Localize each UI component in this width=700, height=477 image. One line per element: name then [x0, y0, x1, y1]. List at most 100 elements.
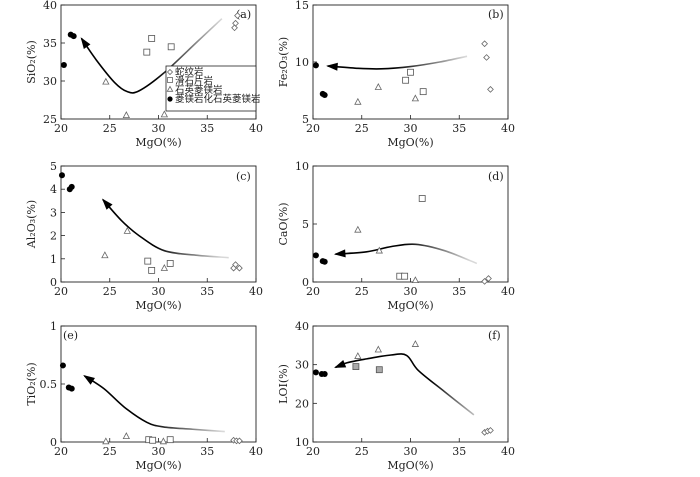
- data-point-altered-quartz-magnesite: [321, 92, 328, 99]
- plot-frame: [60, 165, 257, 283]
- data-point-talc-schist: [401, 272, 409, 280]
- data-point-altered-quartz-magnesite: [312, 369, 319, 376]
- legend-label: 滑石片岩: [175, 75, 213, 87]
- trend-arrow-line: [335, 353, 475, 416]
- y-axis-title: SiO₂(%): [25, 40, 38, 84]
- y-tick-label: 4: [50, 183, 57, 196]
- x-tick-label: 20: [306, 445, 320, 458]
- data-point-serpentinite: [485, 275, 492, 282]
- panel-label: (c): [236, 170, 251, 183]
- x-tick-label: 25: [355, 122, 369, 135]
- panel-label: (e): [63, 329, 78, 342]
- data-point-talc-schist: [149, 436, 157, 444]
- x-tick-label: 40: [501, 285, 515, 298]
- data-point-quartz-magnesite: [354, 352, 362, 359]
- panel-label: (a): [236, 8, 251, 21]
- data-point-serpentinite: [481, 40, 488, 48]
- data-point-talc-schist: [167, 43, 175, 51]
- data-point-quartz-magnesite: [411, 276, 420, 284]
- x-axis-title: MgO(%): [387, 299, 433, 312]
- data-point-quartz-magnesite: [411, 94, 420, 102]
- y-tick-label: 1: [50, 253, 57, 266]
- panel-e: (e) 20 25 30 35 40 0 0.5 1 MgO(%) TiO₂(%): [25, 320, 263, 472]
- y-tick-label: 15: [295, 0, 309, 12]
- data-point-quartz-magnesite: [102, 437, 110, 445]
- data-point-talc-schist: [375, 366, 383, 374]
- y-tick-label: 40: [295, 320, 309, 333]
- x-tick-label: 40: [501, 122, 515, 135]
- y-tick-label: 35: [43, 37, 57, 50]
- y-tick-label: 0: [50, 436, 57, 449]
- x-tick-label: 40: [249, 285, 263, 298]
- data-point-talc-schist: [402, 76, 410, 84]
- data-point-quartz-magnesite: [354, 225, 362, 233]
- legend-box: [165, 65, 257, 112]
- x-tick-label: 20: [54, 445, 68, 458]
- data-point-serpentinite: [487, 85, 494, 93]
- x-axis-title: MgO(%): [387, 136, 433, 149]
- y-tick-label: 30: [295, 359, 309, 372]
- x-tick-label: 35: [200, 285, 214, 298]
- y-tick-label: 10: [295, 56, 309, 69]
- data-point-talc-schist: [418, 195, 426, 202]
- trend-arrow-head: [326, 62, 338, 71]
- x-tick-label: 25: [355, 285, 369, 298]
- y-tick-label: 10: [295, 436, 309, 449]
- data-point-altered-quartz-magnesite: [59, 362, 66, 369]
- x-tick-label: 20: [54, 285, 68, 298]
- y-tick-label: 30: [43, 75, 57, 88]
- x-tick-label: 35: [452, 445, 466, 458]
- y-tick-label: 5: [302, 113, 309, 126]
- data-point-altered-quartz-magnesite: [68, 385, 75, 392]
- x-tick-label: 30: [152, 445, 166, 458]
- trend-arrow-line: [327, 55, 468, 70]
- data-point-quartz-magnesite: [374, 345, 382, 353]
- data-point-altered-quartz-magnesite: [58, 172, 65, 179]
- x-tick-label: 25: [103, 122, 117, 135]
- data-point-talc-schist: [407, 68, 414, 76]
- trend-arrow-head: [101, 198, 113, 210]
- y-tick-label: 20: [295, 397, 309, 410]
- x-tick-label: 40: [249, 445, 263, 458]
- panel-d: (d) 20 25 30 35 40 0 5 10 MgO(%) CaO(%): [277, 160, 515, 312]
- data-point-altered-quartz-magnesite: [312, 62, 319, 69]
- trend-arrow-head: [334, 359, 347, 368]
- legend-marker-square: [167, 77, 173, 83]
- x-tick-label: 35: [200, 122, 214, 135]
- data-point-talc-schist: [166, 260, 174, 267]
- data-point-quartz-magnesite: [159, 437, 168, 445]
- x-tick-label: 30: [404, 285, 418, 298]
- trend-arrow-line: [83, 375, 225, 433]
- data-point-serpentinite: [236, 264, 243, 272]
- data-point-talc-schist: [419, 88, 427, 96]
- panel-label: (d): [488, 170, 504, 183]
- x-tick-label: 30: [404, 445, 418, 458]
- y-tick-label: 0: [302, 276, 309, 289]
- plot-frame: [312, 325, 509, 443]
- data-point-serpentinite: [481, 278, 488, 285]
- data-point-quartz-magnesite: [354, 97, 362, 105]
- data-point-altered-quartz-magnesite: [321, 370, 328, 377]
- data-point-quartz-magnesite: [374, 83, 382, 90]
- data-point-serpentinite: [232, 19, 239, 27]
- x-tick-label: 30: [152, 122, 166, 135]
- data-point-quartz-magnesite: [101, 251, 109, 259]
- y-tick-label: 5: [302, 218, 309, 231]
- y-tick-label: 25: [43, 113, 57, 126]
- x-axis-title: MgO(%): [135, 299, 181, 312]
- legend-label: 石英菱镁岩: [175, 84, 223, 96]
- trend-arrow-head: [333, 249, 346, 258]
- data-point-quartz-magnesite: [375, 246, 383, 254]
- trend-arrow-head: [83, 375, 95, 385]
- y-tick-label: 1: [50, 320, 57, 333]
- y-tick-label: 0.5: [40, 378, 58, 391]
- data-point-quartz-magnesite: [102, 77, 110, 85]
- x-tick-label: 20: [306, 285, 320, 298]
- legend-label: 蛇纹岩: [175, 66, 204, 78]
- x-tick-label: 35: [200, 445, 214, 458]
- y-tick-label: 40: [43, 0, 57, 12]
- x-tick-label: 25: [355, 445, 369, 458]
- data-point-altered-quartz-magnesite: [312, 252, 319, 259]
- legend-marker-circle: [167, 96, 173, 102]
